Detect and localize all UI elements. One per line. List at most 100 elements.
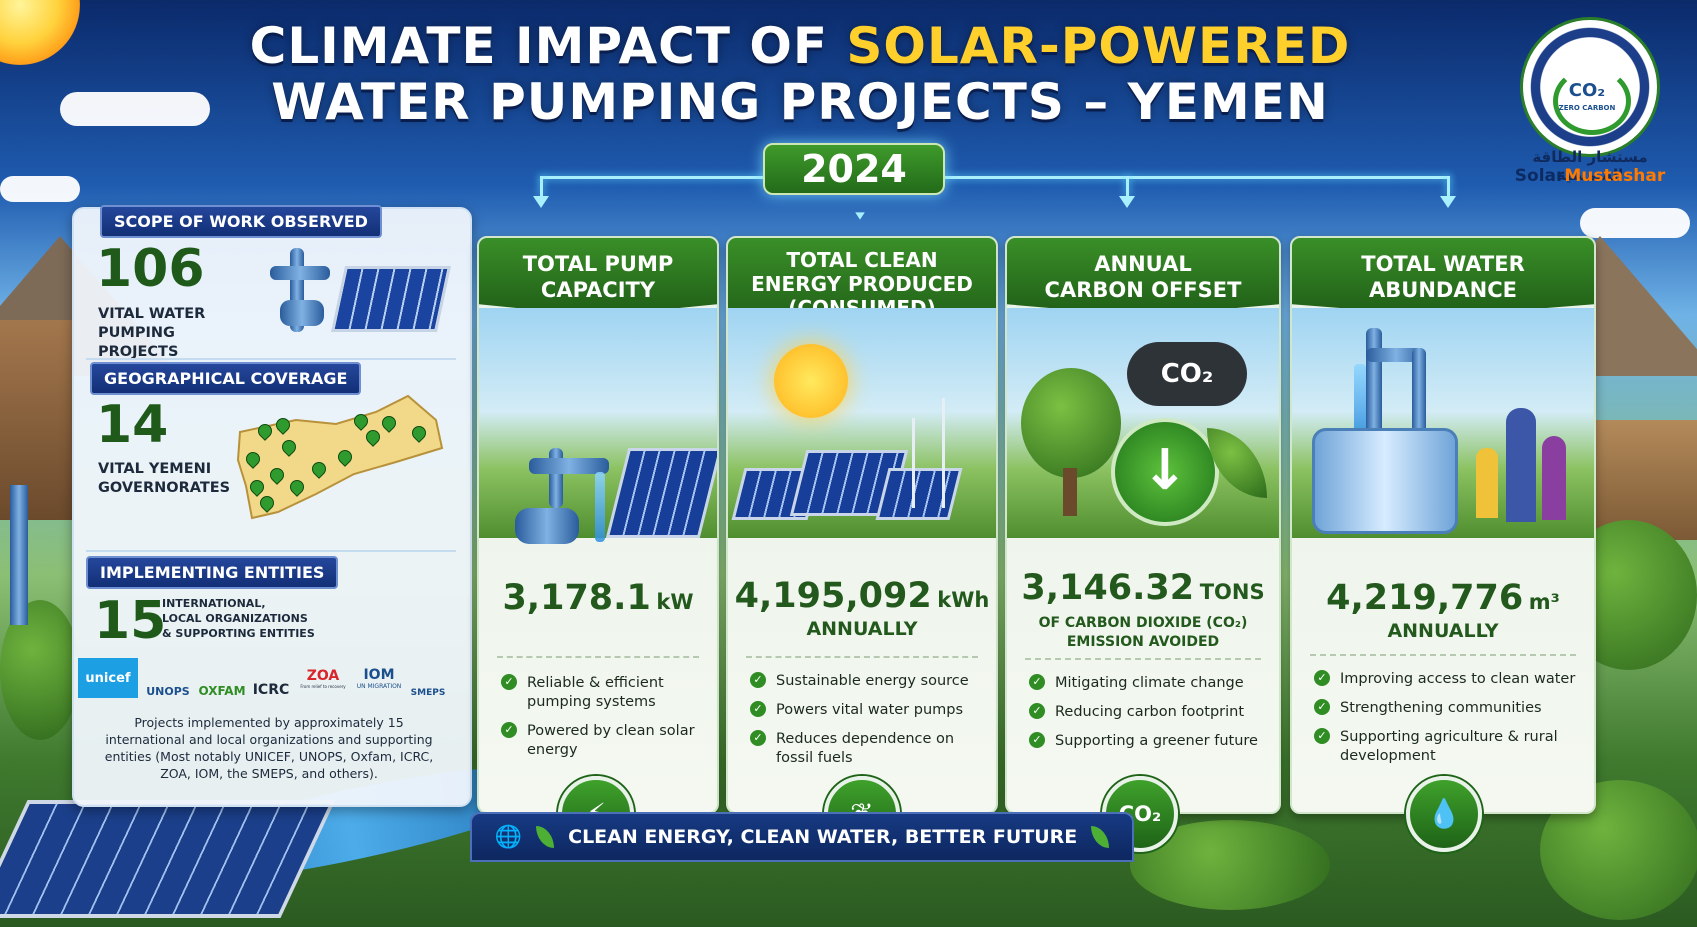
divider [86, 550, 456, 552]
title-highlight: SOLAR-POWERED [846, 17, 1351, 75]
water-tank-illustration [1292, 308, 1594, 538]
oxfam-logo: OXFAM [198, 684, 246, 698]
card-title-line: ABUNDANCE [1369, 278, 1517, 302]
carbon-reduction-illustration: CO₂ ↓ [1007, 308, 1279, 538]
arrow-down-icon [533, 196, 549, 208]
card-title-line: TOTAL CLEAN [786, 248, 938, 272]
check-icon: ✓ [501, 674, 517, 690]
logo-brand-solar: Solar [1514, 166, 1565, 186]
scope-header: SCOPE OF WORK OBSERVED [100, 205, 382, 238]
card-title: ANNUAL CARBON OFFSET [1007, 238, 1279, 316]
list-item-text: Mitigating climate change [1055, 675, 1244, 691]
card-subtitle-line: OF CARBON DIOXIDE (CO₂) [1038, 615, 1248, 631]
page-title: CLIMATE IMPACT OF SOLAR-POWERED WATER PU… [180, 18, 1420, 130]
leaf-icon [536, 826, 555, 848]
footer-banner: 🌐 CLEAN ENERGY, CLEAN WATER, BETTER FUTU… [470, 812, 1134, 862]
check-icon: ✓ [1029, 674, 1045, 690]
connector-line [540, 176, 1450, 179]
list-item: ✓ Mitigating climate change [1029, 674, 1265, 693]
entities-header: IMPLEMENTING ENTITIES [86, 556, 339, 589]
child-figure [1476, 448, 1498, 518]
list-item: ✓ Supporting agriculture & rural developm… [1314, 728, 1580, 766]
check-icon: ✓ [750, 672, 766, 688]
divider [86, 358, 456, 360]
girl-figure [1542, 436, 1566, 520]
water-drop-icon: 💧 [1406, 776, 1482, 852]
check-icon: ✓ [1029, 703, 1045, 719]
entities-label: INTERNATIONAL, LOCAL ORGANIZATIONS & SUP… [162, 596, 332, 641]
wind-turbine-icon [942, 398, 945, 508]
smeps-logo: SMEPS [410, 688, 446, 698]
card-subtitle: ANNUALLY [1387, 620, 1499, 642]
scope-label: VITAL WATER PUMPING PROJECTS [98, 306, 206, 360]
divider [497, 656, 699, 658]
logo-zero-carbon: ZERO CARBON [1558, 104, 1616, 112]
card-benefit-list: ✓ Improving access to clean water ✓ Streng… [1314, 670, 1580, 776]
card-title: TOTAL PUMP CAPACITY [479, 238, 717, 316]
check-icon: ✓ [750, 730, 766, 746]
pump-capacity-card: TOTAL PUMP CAPACITY 3,178.1 kW ✓ Reliable… [477, 236, 719, 814]
card-benefit-list: ✓ Reliable & efficient pumping systems ✓ P… [501, 674, 703, 770]
solar-pump-illustration [479, 308, 717, 544]
card-unit: TONS [1199, 580, 1265, 604]
cloud-illustration [0, 176, 80, 202]
arrow-down-icon [855, 212, 865, 220]
card-unit: kWh [937, 588, 990, 612]
list-item: ✓ Powers vital water pumps [750, 701, 982, 720]
geography-number: 14 [96, 395, 169, 455]
unicef-logo: unicef [78, 658, 138, 698]
down-arrow-icon: ↓ [1111, 418, 1219, 526]
connector-line [1126, 176, 1129, 196]
solar-panel-illustration [0, 800, 336, 918]
list-item: ✓ Reducing carbon footprint [1029, 703, 1265, 722]
list-item-text: Reliable & efficient pumping systems [527, 675, 664, 710]
entities-label-line: INTERNATIONAL, [162, 597, 266, 610]
partner-logos: unicef UNOPS OXFAM ICRC ZOA From relief … [78, 658, 454, 698]
water-abundance-card: TOTAL WATER ABUNDANCE 4,219,776 m³ ANNUA… [1290, 236, 1596, 814]
solar-farm-illustration [728, 308, 996, 538]
list-item: ✓ Supporting a greener future [1029, 732, 1265, 751]
pipe-illustration [10, 485, 28, 625]
divider [1310, 654, 1576, 656]
sun-illustration [0, 0, 80, 65]
cloud-illustration [60, 92, 210, 126]
co2-cloud-icon: CO₂ [1127, 342, 1247, 406]
card-benefit-list: ✓ Mitigating climate change ✓ Reducing car… [1029, 674, 1265, 761]
geography-header: GEOGRAPHICAL COVERAGE [90, 362, 362, 395]
logo-arabic-name: مستشار الطاقة الشمسية [1532, 148, 1648, 184]
card-subtitle-line: EMISSION AVOIDED [1066, 634, 1220, 650]
iom-logo: IOM UN MIGRATION [354, 658, 404, 698]
card-value: 3,178.1 [502, 578, 651, 618]
sun-icon [774, 344, 848, 418]
card-title-line: CARBON OFFSET [1044, 278, 1242, 302]
check-icon: ✓ [1314, 670, 1330, 686]
entities-label-line: & SUPPORTING ENTITIES [162, 627, 315, 640]
list-item-text: Improving access to clean water [1340, 671, 1576, 687]
list-item: ✓ Improving access to clean water [1314, 670, 1580, 689]
list-item-text: Sustainable energy source [776, 673, 969, 689]
list-item-text: Powered by clean solar energy [527, 723, 695, 758]
tree-illustration [1021, 368, 1121, 478]
water-pump-illustration [270, 248, 340, 332]
leaf-icon [1091, 826, 1110, 848]
list-item-text: Powers vital water pumps [776, 702, 964, 718]
globe-icon: 🌐 [494, 824, 523, 850]
check-icon: ✓ [1314, 728, 1330, 744]
divider [1025, 658, 1261, 660]
clean-energy-card: TOTAL CLEAN ENERGY PRODUCED (CONSUMED) 4… [726, 236, 998, 814]
check-icon: ✓ [501, 722, 517, 738]
wind-turbine-icon [912, 418, 915, 508]
card-unit: m³ [1528, 590, 1560, 614]
check-icon: ✓ [750, 701, 766, 717]
list-item: ✓ Powered by clean solar energy [501, 722, 703, 760]
connector-line [540, 176, 543, 196]
divider [746, 656, 978, 658]
zoa-logo: ZOA From relief to recovery [296, 658, 350, 698]
year-badge: 2024 [763, 143, 945, 195]
list-item-text: Reduces dependence on fossil fuels [776, 731, 955, 766]
woman-figure [1506, 408, 1536, 522]
leaf-icon [1553, 67, 1631, 135]
zoa-tagline: From relief to recovery [300, 683, 346, 689]
list-item-text: Reducing carbon footprint [1055, 704, 1245, 720]
logo-brand-mustashar: Mustashar [1564, 166, 1666, 186]
